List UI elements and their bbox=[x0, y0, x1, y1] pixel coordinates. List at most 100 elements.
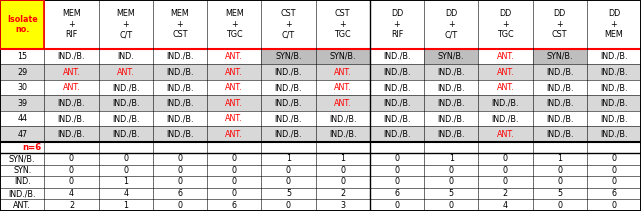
Text: 0: 0 bbox=[340, 177, 345, 187]
Bar bbox=[424, 0, 478, 49]
Text: IND./B.: IND./B. bbox=[437, 130, 465, 139]
Bar bbox=[424, 111, 478, 126]
Text: 30: 30 bbox=[17, 83, 27, 92]
Text: DD
+
RIF: DD + RIF bbox=[391, 9, 403, 39]
Bar bbox=[44, 80, 99, 95]
Bar bbox=[533, 126, 587, 142]
Bar bbox=[0, 49, 44, 64]
Text: IND./B.: IND./B. bbox=[383, 83, 411, 92]
Text: 0: 0 bbox=[178, 166, 183, 175]
Text: 5: 5 bbox=[557, 189, 562, 198]
Bar bbox=[533, 111, 587, 126]
Bar bbox=[424, 142, 478, 153]
Text: 1: 1 bbox=[286, 154, 291, 163]
Text: 1: 1 bbox=[340, 154, 345, 163]
Bar bbox=[44, 165, 99, 176]
Text: 0: 0 bbox=[123, 154, 128, 163]
Bar bbox=[587, 142, 641, 153]
Text: 4: 4 bbox=[503, 201, 508, 210]
Text: IND./B.: IND./B. bbox=[600, 52, 628, 61]
Text: 0: 0 bbox=[503, 154, 508, 163]
Text: ANT.: ANT. bbox=[497, 52, 514, 61]
Text: 1: 1 bbox=[449, 154, 454, 163]
Bar bbox=[99, 188, 153, 199]
Bar bbox=[207, 64, 262, 80]
Bar bbox=[478, 188, 533, 199]
Text: 0: 0 bbox=[231, 154, 237, 163]
Text: IND./B.: IND./B. bbox=[383, 52, 411, 61]
Bar bbox=[370, 165, 424, 176]
Bar bbox=[99, 0, 153, 49]
Text: IND./B.: IND./B. bbox=[166, 52, 194, 61]
Bar bbox=[0, 176, 44, 188]
Text: 0: 0 bbox=[612, 177, 617, 187]
Bar bbox=[478, 111, 533, 126]
Bar bbox=[99, 153, 153, 165]
Text: MEM
+
C/T: MEM + C/T bbox=[117, 9, 135, 39]
Bar bbox=[262, 142, 315, 153]
Bar bbox=[478, 126, 533, 142]
Text: 3: 3 bbox=[340, 201, 345, 210]
Bar bbox=[370, 126, 424, 142]
Text: IND./B.: IND./B. bbox=[112, 130, 140, 139]
Bar bbox=[370, 80, 424, 95]
Bar bbox=[424, 165, 478, 176]
Bar bbox=[587, 95, 641, 111]
Text: IND./B.: IND./B. bbox=[166, 114, 194, 123]
Text: 6: 6 bbox=[231, 201, 237, 210]
Bar bbox=[424, 188, 478, 199]
Text: IND./B.: IND./B. bbox=[383, 114, 411, 123]
Bar bbox=[587, 126, 641, 142]
Text: 0: 0 bbox=[612, 201, 617, 210]
Bar bbox=[44, 176, 99, 188]
Bar bbox=[370, 95, 424, 111]
Bar bbox=[315, 153, 370, 165]
Bar bbox=[587, 176, 641, 188]
Bar bbox=[478, 165, 533, 176]
Text: 0: 0 bbox=[286, 166, 291, 175]
Bar bbox=[478, 80, 533, 95]
Text: 0: 0 bbox=[612, 154, 617, 163]
Text: 39: 39 bbox=[17, 99, 28, 108]
Text: IND./B.: IND./B. bbox=[437, 114, 465, 123]
Text: 1: 1 bbox=[123, 201, 128, 210]
Bar bbox=[370, 176, 424, 188]
Text: IND./B.: IND./B. bbox=[112, 83, 140, 92]
Bar bbox=[262, 165, 315, 176]
Text: CST
+
TGC: CST + TGC bbox=[335, 9, 351, 39]
Text: SYN/B.: SYN/B. bbox=[546, 52, 573, 61]
Text: 1: 1 bbox=[123, 177, 128, 187]
Text: ANT.: ANT. bbox=[334, 68, 351, 77]
Text: 47: 47 bbox=[17, 130, 28, 139]
Bar bbox=[315, 111, 370, 126]
Text: 29: 29 bbox=[17, 68, 28, 77]
Bar bbox=[207, 188, 262, 199]
Text: IND./B.: IND./B. bbox=[546, 68, 574, 77]
Bar bbox=[315, 0, 370, 49]
Text: ANT.: ANT. bbox=[226, 130, 243, 139]
Text: ANT.: ANT. bbox=[497, 83, 514, 92]
Text: MEM
+
RIF: MEM + RIF bbox=[62, 9, 81, 39]
Bar bbox=[153, 153, 207, 165]
Bar bbox=[587, 80, 641, 95]
Text: IND./B.: IND./B. bbox=[166, 130, 194, 139]
Bar bbox=[478, 142, 533, 153]
Bar bbox=[0, 126, 44, 142]
Bar bbox=[587, 64, 641, 80]
Bar bbox=[478, 49, 533, 64]
Text: IND./B.: IND./B. bbox=[112, 99, 140, 108]
Text: IND./B.: IND./B. bbox=[329, 130, 356, 139]
Bar bbox=[99, 80, 153, 95]
Text: IND./B.: IND./B. bbox=[58, 99, 85, 108]
Bar bbox=[44, 142, 99, 153]
Bar bbox=[370, 0, 424, 49]
Bar bbox=[44, 49, 99, 64]
Text: 2: 2 bbox=[503, 189, 508, 198]
Text: IND./B.: IND./B. bbox=[600, 114, 628, 123]
Text: ANT.: ANT. bbox=[497, 130, 514, 139]
Bar bbox=[587, 49, 641, 64]
Text: IND./B.: IND./B. bbox=[546, 83, 574, 92]
Bar bbox=[478, 176, 533, 188]
Bar bbox=[315, 80, 370, 95]
Bar bbox=[315, 126, 370, 142]
